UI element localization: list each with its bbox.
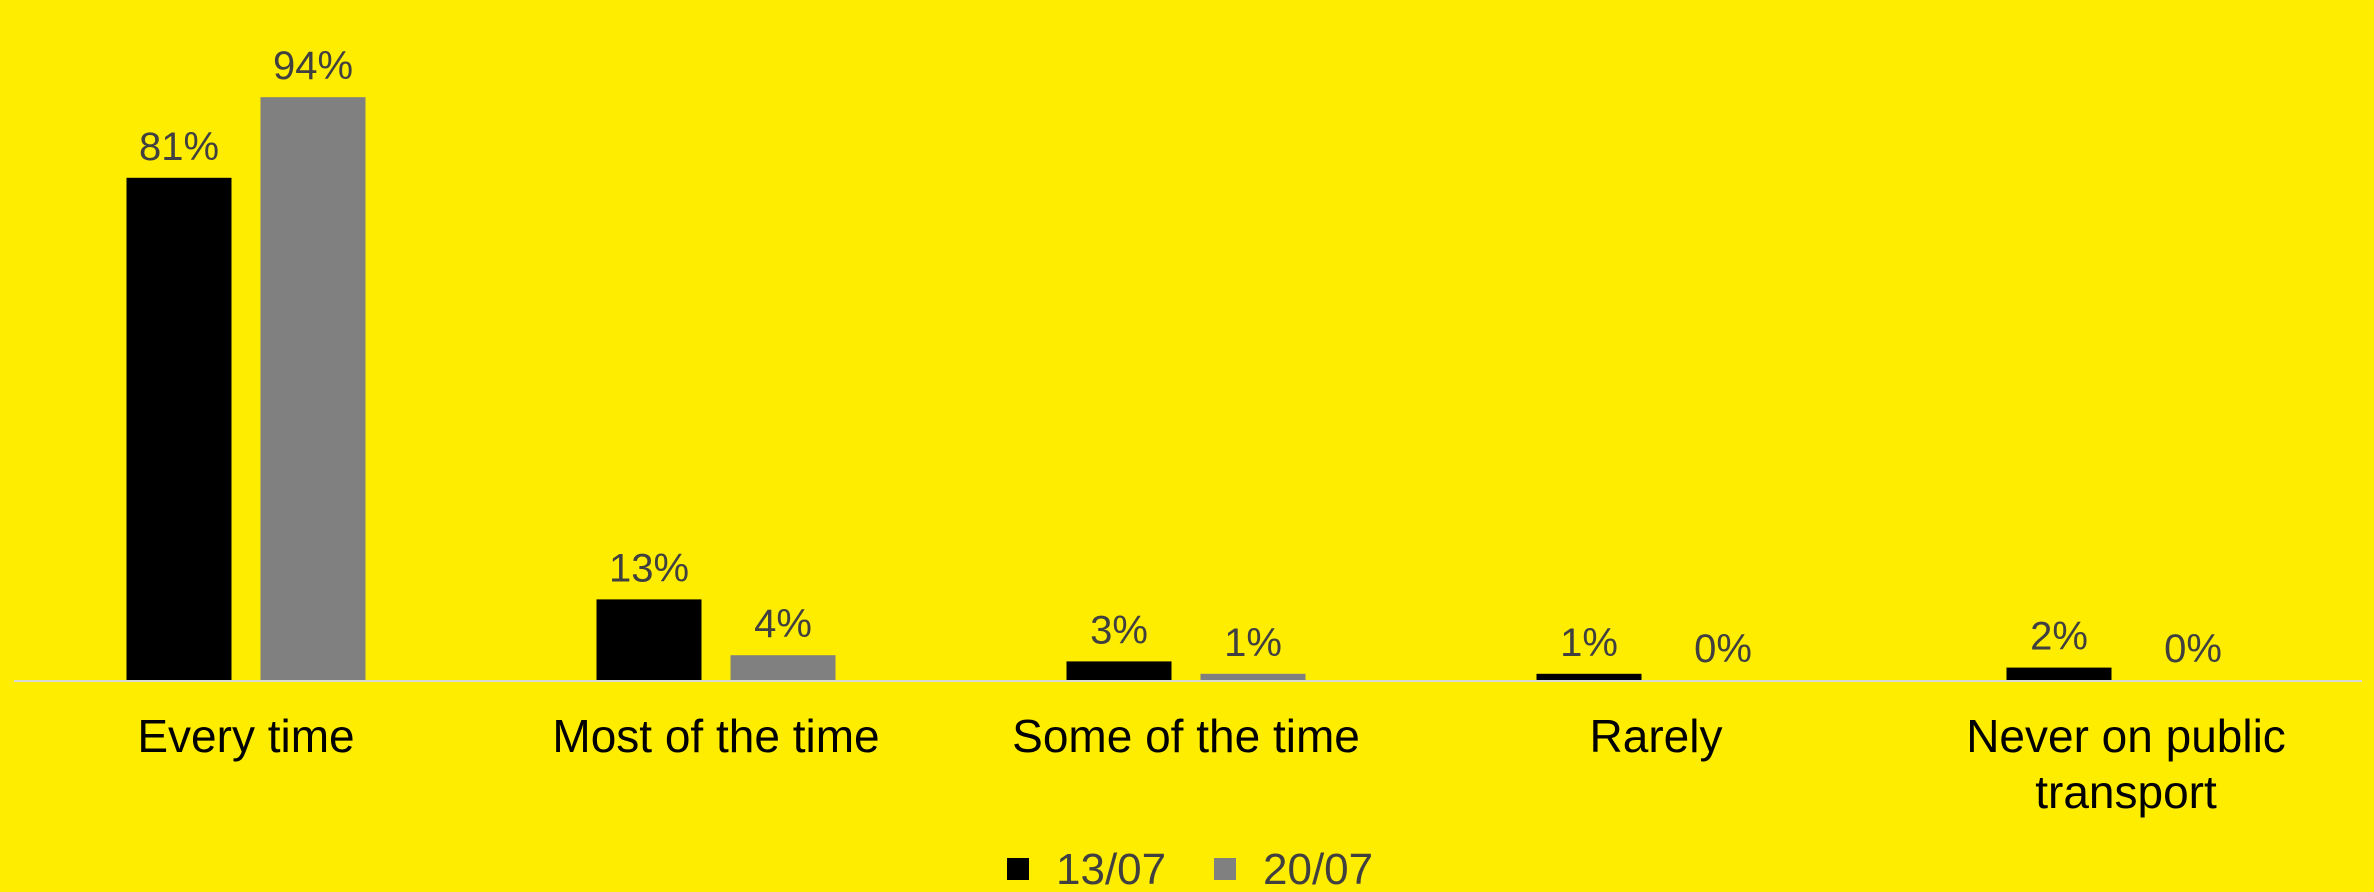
category-label: Rarely	[1590, 710, 1723, 762]
bar-13-07-3	[1536, 673, 1642, 680]
data-label: 2%	[2030, 615, 2088, 659]
bar-13-07-4	[2006, 667, 2112, 680]
data-label: 0%	[1694, 627, 1752, 671]
data-labels-group: 81% 94% 13% 4% 3% 1% 1% 0% 2% 0%	[139, 44, 2222, 671]
data-label: 0%	[2164, 627, 2222, 671]
legend-swatch	[1214, 858, 1236, 880]
data-label: 3%	[1090, 608, 1148, 652]
bar-20-07-2	[1200, 673, 1306, 680]
bar-13-07-1	[596, 599, 702, 680]
bar-20-07-1	[730, 655, 836, 680]
legend-label: 13/07	[1056, 845, 1166, 892]
category-labels-group: Every time Most of the time Some of the ti…	[137, 710, 2285, 818]
bars-group	[126, 97, 2112, 681]
data-label: 4%	[754, 602, 812, 646]
data-label: 13%	[609, 546, 689, 590]
bar-13-07-2	[1066, 661, 1172, 680]
data-label: 1%	[1224, 621, 1282, 665]
legend-swatch	[1007, 858, 1029, 880]
legend-label: 20/07	[1263, 845, 1373, 892]
category-label: Some of the time	[1012, 710, 1360, 762]
data-label: 81%	[139, 125, 219, 169]
category-label: Most of the time	[552, 710, 879, 762]
data-label: 1%	[1560, 621, 1618, 665]
bar-13-07-0	[126, 177, 232, 681]
category-label: Never on public transport	[1966, 710, 2286, 818]
legend: 13/07 20/07	[1007, 845, 1373, 892]
category-label: Every time	[137, 710, 354, 762]
data-label: 94%	[273, 44, 353, 88]
bar-20-07-0	[260, 97, 366, 680]
